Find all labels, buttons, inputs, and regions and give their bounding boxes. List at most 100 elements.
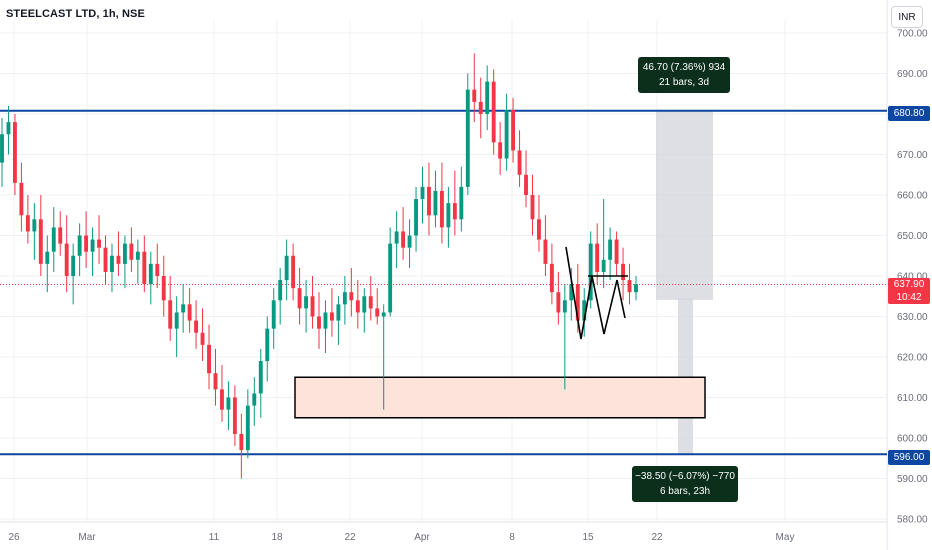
candle-up — [265, 328, 270, 362]
current-price-countdown: 10:42 — [896, 292, 922, 303]
candle-down — [220, 389, 224, 410]
candle-down — [549, 263, 554, 293]
candle-down — [511, 109, 516, 151]
candle-down — [297, 288, 302, 309]
y-tick-label: 690.00 — [897, 69, 928, 80]
w-pattern-line — [565, 246, 626, 340]
candle-down — [12, 122, 17, 183]
candle-down — [38, 219, 43, 264]
candle-down — [155, 263, 160, 276]
candle-down — [517, 150, 522, 175]
x-tick-label: 11 — [209, 532, 220, 543]
candle-up — [45, 251, 50, 264]
candle-up — [414, 199, 418, 236]
candle-up — [278, 280, 283, 301]
y-tick-label: 700.00 — [897, 29, 928, 40]
candle-up — [271, 300, 276, 329]
measure-up-label: 46.70 (7.36%) 934 21 bars, 3d — [638, 57, 730, 93]
x-tick-label: 15 — [582, 532, 594, 543]
candle-up — [504, 109, 509, 159]
currency-button[interactable]: INR — [891, 6, 923, 28]
candle-down — [491, 81, 496, 143]
measure-up-range — [656, 110, 713, 300]
candle-down — [329, 312, 334, 321]
candle-up — [122, 243, 127, 264]
candle-down — [64, 243, 69, 276]
current-price-tag: 637.90 10:42 — [888, 278, 930, 304]
candle-up — [562, 300, 567, 313]
candle-up — [181, 304, 186, 313]
candle-down — [58, 227, 63, 244]
x-tick-label: May — [776, 532, 795, 543]
candle-down — [291, 255, 296, 289]
y-tick-label: 580.00 — [897, 515, 928, 526]
candle-down — [498, 142, 503, 159]
candle-down — [116, 255, 121, 264]
candle-up — [582, 300, 587, 321]
candle-down — [142, 251, 147, 285]
measure-down-line2: 6 bars, 23h — [659, 486, 711, 497]
candle-down — [194, 320, 199, 333]
candle-down — [355, 300, 360, 313]
level-tag-lower: 596.00 — [888, 450, 930, 465]
y-tick-label: 610.00 — [897, 393, 928, 404]
candle-down — [84, 235, 89, 252]
candle-down — [25, 215, 30, 232]
candle-up — [110, 255, 114, 272]
current-price-value: 637.90 — [893, 279, 925, 290]
candle-down — [129, 243, 134, 260]
candle-up — [569, 284, 574, 301]
level-tag-upper: 680.80 — [888, 106, 930, 121]
y-tick-label: 600.00 — [897, 434, 928, 445]
horizontal-lines — [0, 109, 887, 456]
pattern-drawings — [565, 246, 628, 340]
candle-down — [427, 186, 431, 216]
candle-down — [232, 397, 237, 434]
x-tick-label: 8 — [509, 532, 515, 543]
candle-up — [433, 190, 438, 216]
candle-up — [336, 304, 341, 321]
demand-zone — [294, 376, 706, 419]
measure-up-line1: 46.70 (7.36%) 934 — [642, 62, 726, 73]
candle-up — [226, 397, 231, 410]
x-tick-label: Mar — [78, 532, 96, 543]
candle-down — [239, 433, 244, 451]
candle-down — [621, 263, 626, 281]
x-tick-label: Apr — [414, 532, 430, 543]
candle-up — [71, 255, 76, 276]
candle-up — [459, 186, 464, 220]
candle-up — [446, 203, 451, 228]
y-tick-label: 640.00 — [897, 272, 928, 283]
candle-up — [608, 239, 613, 260]
candle-down — [627, 280, 632, 293]
candle-up — [381, 312, 386, 317]
candle-down — [168, 300, 173, 329]
candle-down — [556, 292, 561, 313]
candles — [0, 53, 638, 479]
chart-zones — [294, 110, 713, 455]
candle-up — [388, 243, 393, 313]
candle-down — [478, 101, 483, 114]
candle-up — [588, 243, 593, 301]
candle-up — [420, 186, 425, 200]
measure-up-line2: 21 bars, 3d — [658, 77, 710, 88]
candle-up — [258, 361, 263, 394]
y-tick-label: 670.00 — [897, 150, 928, 161]
candle-up — [284, 255, 289, 281]
candle-up — [51, 227, 56, 252]
candle-down — [19, 182, 24, 216]
candle-up — [148, 263, 153, 285]
candle-up — [601, 259, 606, 272]
candle-up — [485, 81, 490, 114]
chart-grid — [0, 0, 888, 550]
x-tick-label: 18 — [271, 532, 283, 543]
candle-up — [342, 292, 347, 305]
candle-down — [472, 89, 477, 102]
candle-up — [465, 89, 470, 187]
candle-up — [77, 235, 82, 256]
candle-up — [245, 405, 250, 451]
candle-down — [317, 316, 321, 329]
candle-down — [310, 296, 315, 317]
candle-down — [213, 373, 218, 390]
